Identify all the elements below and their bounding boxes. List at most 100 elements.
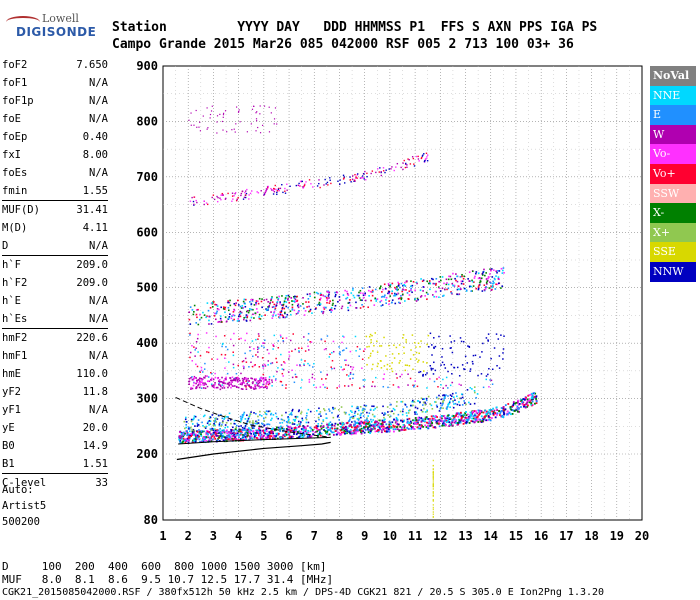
echo-point xyxy=(415,358,418,360)
param-row: foF2 7.650 xyxy=(2,56,108,74)
echo-point xyxy=(485,278,488,280)
echo-point xyxy=(466,416,469,419)
logo-swoosh xyxy=(6,16,40,28)
echo-point xyxy=(473,281,475,283)
echo-point xyxy=(200,377,203,380)
param-row: h`E N/A xyxy=(2,292,108,310)
echo-point xyxy=(336,387,338,389)
echo-point xyxy=(275,188,277,191)
echo-point xyxy=(214,376,217,379)
echo-point xyxy=(224,436,227,439)
d-row: D 100 200 400 600 800 1000 1500 3000 [km… xyxy=(2,560,327,573)
echo-point xyxy=(453,421,456,424)
echo-point xyxy=(341,341,343,344)
echo-point xyxy=(201,439,204,442)
echo-point xyxy=(401,413,404,416)
echo-point xyxy=(246,131,248,133)
echo-point xyxy=(233,308,235,311)
echo-point xyxy=(422,420,425,423)
echo-point xyxy=(241,305,244,307)
echo-point xyxy=(272,314,275,316)
echo-point xyxy=(235,106,238,108)
param-key: foF1p xyxy=(2,95,34,107)
echo-point xyxy=(287,299,289,301)
echo-point xyxy=(379,360,382,362)
echo-point xyxy=(391,301,393,304)
echo-point xyxy=(469,411,472,414)
echo-point xyxy=(397,292,399,295)
echo-point xyxy=(251,298,254,301)
echo-point xyxy=(220,380,223,383)
echo-point xyxy=(242,198,245,200)
echo-point xyxy=(265,298,268,301)
echo-point xyxy=(319,297,322,300)
density-profile-line xyxy=(176,441,331,461)
echo-point xyxy=(442,378,444,381)
echo-point xyxy=(481,351,483,353)
echo-point xyxy=(269,302,271,305)
echo-point xyxy=(527,394,530,397)
echo-point xyxy=(248,421,251,424)
echo-point xyxy=(295,313,298,315)
echo-point xyxy=(430,367,432,370)
echo-point xyxy=(363,385,365,388)
echo-point xyxy=(232,385,234,387)
echo-point xyxy=(440,398,443,401)
echo-point xyxy=(240,192,243,195)
echo-point xyxy=(287,431,290,433)
echo-point xyxy=(244,194,247,196)
echo-point xyxy=(271,189,273,191)
echo-point xyxy=(393,344,395,347)
echo-point xyxy=(204,387,207,390)
echo-point xyxy=(431,344,433,346)
echo-point xyxy=(346,292,349,295)
echo-point xyxy=(316,185,319,187)
echo-point xyxy=(446,417,449,420)
echo-point xyxy=(240,372,242,375)
echo-point xyxy=(289,421,291,424)
echo-point xyxy=(447,387,449,389)
echo-point xyxy=(221,417,224,420)
echo-point xyxy=(262,417,265,420)
echo-point xyxy=(271,385,273,387)
echo-point xyxy=(485,413,488,416)
echo-point xyxy=(217,429,220,432)
echo-point xyxy=(260,386,262,388)
echo-point xyxy=(236,198,238,201)
echo-point xyxy=(252,313,254,316)
echo-point xyxy=(297,426,300,428)
echo-point xyxy=(485,378,488,381)
echo-point xyxy=(250,435,253,438)
echo-point xyxy=(220,319,222,322)
echo-point xyxy=(438,418,441,421)
echo-point xyxy=(192,434,195,436)
echo-point xyxy=(304,310,307,312)
echo-point xyxy=(228,316,231,318)
echo-point xyxy=(530,398,533,401)
echo-point xyxy=(374,423,377,426)
echo-point xyxy=(209,420,212,423)
echo-point xyxy=(307,339,309,341)
echo-point xyxy=(459,412,462,415)
echo-point xyxy=(277,297,280,300)
echo-point xyxy=(496,412,499,415)
echo-point xyxy=(379,428,382,430)
echo-point xyxy=(294,415,297,418)
echo-point xyxy=(442,401,444,403)
echo-point xyxy=(327,426,329,429)
echo-point xyxy=(418,419,421,421)
echo-point xyxy=(322,306,325,309)
echo-point xyxy=(451,424,454,427)
echo-point xyxy=(196,438,198,441)
echo-point xyxy=(413,428,416,431)
echo-point xyxy=(514,409,517,412)
echo-point xyxy=(258,381,261,384)
echo-point xyxy=(271,297,273,299)
echo-point xyxy=(331,304,334,306)
echo-point xyxy=(258,297,261,300)
echo-point xyxy=(235,302,237,304)
echo-point xyxy=(365,404,368,407)
echo-point xyxy=(397,297,400,300)
echo-point xyxy=(262,365,264,368)
echo-point xyxy=(244,436,247,438)
